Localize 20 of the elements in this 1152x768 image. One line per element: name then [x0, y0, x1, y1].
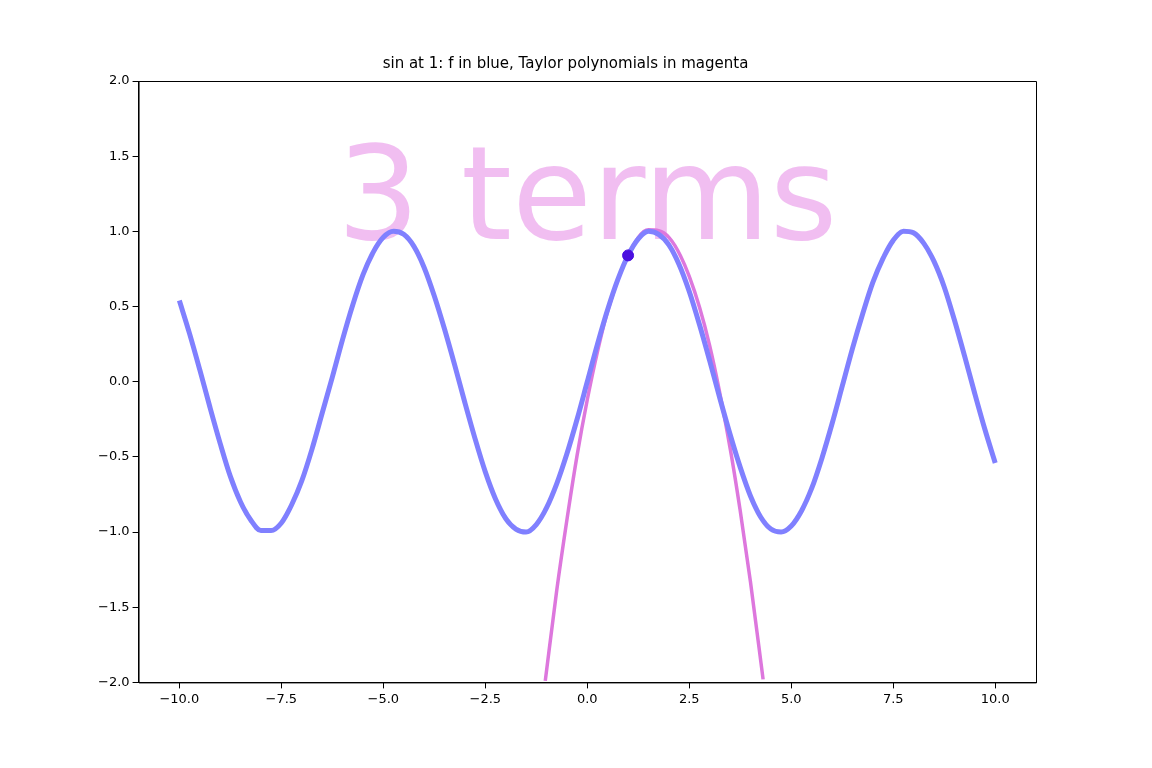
x-tick-label: −5.0	[367, 690, 400, 706]
y-tick-label: −1.5	[97, 598, 130, 614]
y-tick-label: 1.0	[108, 222, 130, 238]
x-tick-label: 5.0	[780, 690, 802, 706]
annotation: 3 terms	[337, 118, 838, 270]
y-tick-label: −0.5	[97, 448, 130, 464]
y-tick-label: 2.0	[108, 72, 130, 88]
x-tick-label: −7.5	[265, 690, 298, 706]
x-tick-label: 10.0	[980, 690, 1010, 706]
x-tick-label: −10.0	[159, 690, 200, 706]
y-tick-label: 0.0	[108, 373, 130, 389]
y-tick-label: −1.0	[97, 523, 130, 539]
x-tick-label: −2.5	[469, 690, 502, 706]
y-tick-label: 0.5	[108, 297, 130, 313]
x-tick-label: 0.0	[576, 690, 598, 706]
chart-title: sin at 1: f in blue, Taylor polynomials in magenta	[382, 53, 749, 72]
y-tick-label: 1.5	[108, 147, 130, 163]
x-tick-label: 7.5	[882, 690, 904, 706]
x-tick-label: 2.5	[678, 690, 700, 706]
y-tick-label: −2.0	[97, 673, 130, 689]
